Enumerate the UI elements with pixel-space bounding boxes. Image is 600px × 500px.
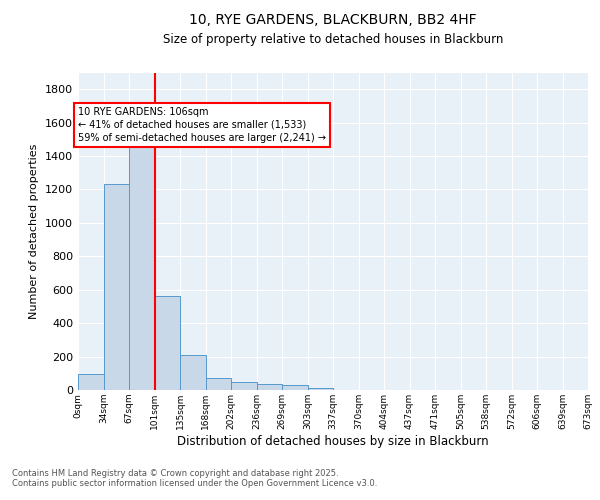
Text: Contains HM Land Registry data © Crown copyright and database right 2025.: Contains HM Land Registry data © Crown c…	[12, 468, 338, 477]
Bar	[155, 296, 180, 390]
Bar	[308, 388, 333, 390]
Bar	[104, 184, 129, 390]
Bar	[129, 110, 155, 390]
Bar	[78, 374, 104, 390]
Bar	[257, 384, 282, 390]
Bar	[231, 382, 257, 390]
Y-axis label: Number of detached properties: Number of detached properties	[29, 144, 40, 319]
Bar	[205, 378, 231, 390]
Text: Size of property relative to detached houses in Blackburn: Size of property relative to detached ho…	[163, 32, 503, 46]
Text: Contains public sector information licensed under the Open Government Licence v3: Contains public sector information licen…	[12, 478, 377, 488]
X-axis label: Distribution of detached houses by size in Blackburn: Distribution of detached houses by size …	[177, 434, 489, 448]
Bar	[282, 386, 308, 390]
Text: 10 RYE GARDENS: 106sqm
← 41% of detached houses are smaller (1,533)
59% of semi-: 10 RYE GARDENS: 106sqm ← 41% of detached…	[79, 107, 326, 143]
Bar	[180, 355, 205, 390]
Text: 10, RYE GARDENS, BLACKBURN, BB2 4HF: 10, RYE GARDENS, BLACKBURN, BB2 4HF	[189, 12, 477, 26]
